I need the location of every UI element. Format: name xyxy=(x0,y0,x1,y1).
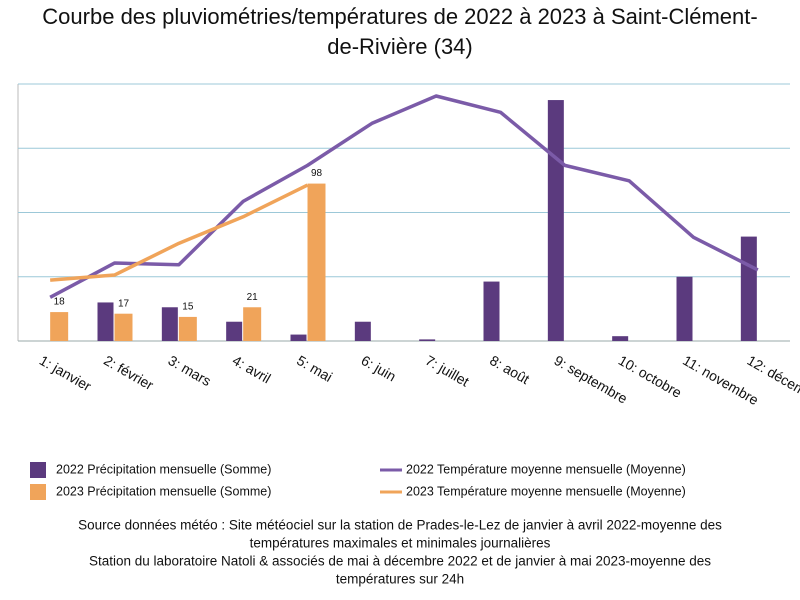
bar xyxy=(483,281,500,341)
bar xyxy=(114,313,133,341)
x-tick-label: 1: janvier xyxy=(37,352,94,394)
source-note: températures sur 24h xyxy=(336,572,464,587)
x-tick-label: 7: juillet xyxy=(423,352,472,390)
bar xyxy=(97,302,114,341)
data-label: 98 xyxy=(311,168,323,179)
line xyxy=(50,183,309,282)
bar xyxy=(612,336,629,341)
legend-swatch xyxy=(30,462,46,478)
source-note: Source données météo : Site météociel su… xyxy=(78,518,722,533)
bar xyxy=(161,307,178,341)
data-label: 18 xyxy=(54,297,66,308)
line xyxy=(49,94,759,299)
x-tick-label: 8: août xyxy=(487,352,532,387)
data-label: 17 xyxy=(118,298,130,309)
legend-swatch xyxy=(30,484,46,500)
legend-label: 2022 Température moyenne mensuelle (Moye… xyxy=(406,462,686,476)
legend-label: 2023 Température moyenne mensuelle (Moye… xyxy=(406,484,686,498)
source-note: Station du laboratoire Natoli & associés… xyxy=(89,554,711,569)
bar xyxy=(740,236,757,341)
bar xyxy=(290,334,307,341)
chart-title: de-Rivière (34) xyxy=(327,34,473,59)
x-tick-label: 4: avril xyxy=(230,352,274,386)
bar xyxy=(307,183,326,341)
bar xyxy=(354,321,371,341)
chart-title: Courbe des pluviométries/températures de… xyxy=(42,4,757,29)
bar xyxy=(419,339,436,341)
x-tick-label: 6: juin xyxy=(358,352,398,385)
legend-label: 2023 Précipitation mensuelle (Somme) xyxy=(56,484,271,498)
source-note: températures maximales et minimales jour… xyxy=(250,536,551,551)
x-tick-label: 5: mai xyxy=(294,352,335,385)
data-label: 15 xyxy=(182,302,194,313)
bar xyxy=(178,316,197,341)
bar xyxy=(226,321,243,341)
bar xyxy=(547,100,564,341)
bar xyxy=(243,307,262,341)
bar xyxy=(676,276,693,341)
x-tick-label: 3: mars xyxy=(165,352,213,389)
data-label: 21 xyxy=(247,292,259,303)
x-tick-label: 2: février xyxy=(101,352,156,393)
legend-label: 2022 Précipitation mensuelle (Somme) xyxy=(56,462,271,476)
bar xyxy=(50,312,69,341)
